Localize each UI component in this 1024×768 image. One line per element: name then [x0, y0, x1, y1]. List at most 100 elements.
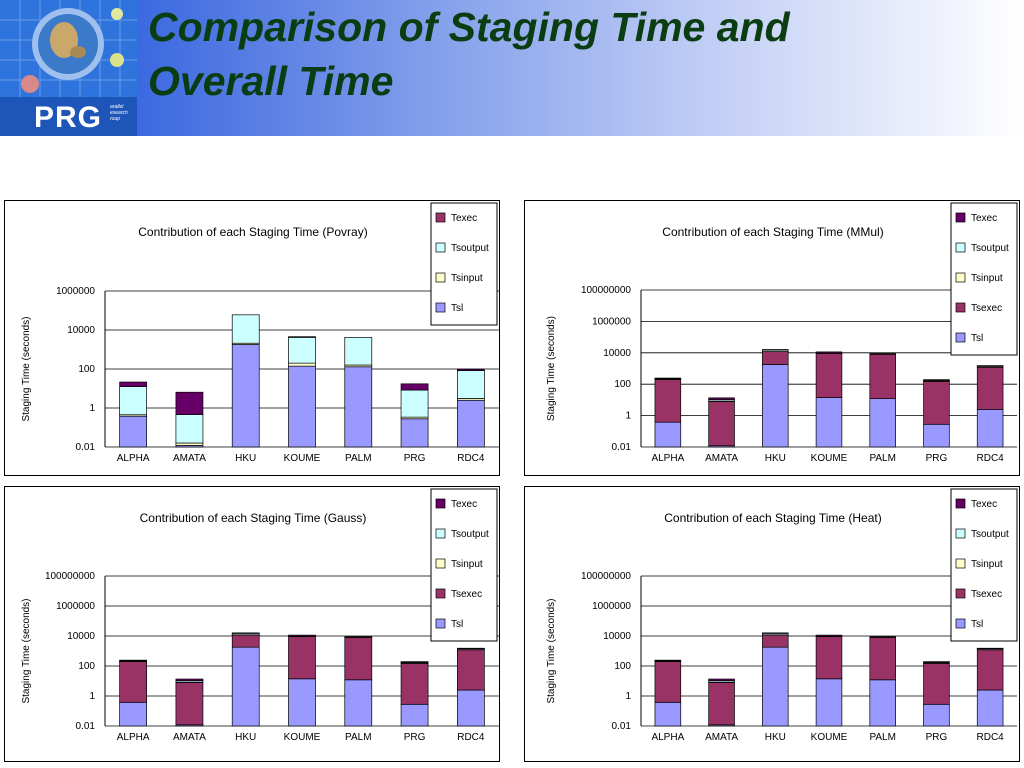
legend-label: Tsoutput — [971, 243, 1009, 254]
bar-segment-tsl — [869, 398, 896, 448]
y-tick-label: 1 — [89, 403, 95, 414]
legend-label: Texec — [451, 499, 477, 510]
y-tick-label: 100 — [78, 364, 95, 375]
bar-segment-tsl — [400, 418, 429, 448]
bar-segment-tsoutput — [231, 314, 260, 344]
legend-label: Tsinput — [451, 273, 483, 284]
bar-segment-tsoutput — [119, 386, 148, 416]
bar-segment-texec — [762, 349, 789, 351]
legend-swatch — [955, 558, 966, 569]
bar-segment-texec — [762, 632, 789, 634]
y-axis-label: Staging Time (seconds) — [546, 316, 557, 421]
bar-segment-tsoutput — [344, 337, 373, 366]
legend-swatch — [435, 588, 446, 599]
legend-label: Texec — [971, 499, 997, 510]
y-tick-label: 100000000 — [581, 285, 631, 296]
bar-segment-tsexec — [654, 379, 682, 423]
bar-segment-texec — [231, 632, 260, 634]
legend-swatch — [435, 212, 446, 223]
bar-segment-tsl — [456, 689, 485, 727]
bar-segment-texec — [708, 397, 735, 400]
y-tick-label: 1 — [89, 691, 95, 702]
bar-segment-tsexec — [708, 401, 735, 447]
x-tick-label: ALPHA — [117, 732, 150, 743]
x-tick-label: RDC4 — [977, 732, 1005, 743]
globe-icon — [0, 0, 137, 136]
x-tick-label: HKU — [235, 453, 256, 464]
legend-label: Texec — [971, 213, 997, 224]
x-tick-label: PALM — [869, 453, 896, 464]
bar-segment-texec — [400, 661, 429, 663]
chart-gauss: Contribution of each Staging Time (Gauss… — [4, 486, 500, 762]
x-tick-label: AMATA — [173, 732, 206, 743]
bar-segment-texec — [654, 659, 682, 662]
legend-label: Texec — [451, 213, 477, 224]
legend-label: Tsl — [451, 303, 463, 314]
legend-swatch — [955, 332, 966, 343]
legend-label: Tsl — [971, 619, 983, 630]
legend-swatch — [955, 272, 966, 283]
bar-segment-tsexec — [762, 634, 789, 648]
bar-segment-tsoutput — [288, 336, 316, 364]
bar-segment-texec — [708, 678, 735, 682]
y-tick-label: 0.01 — [76, 721, 96, 732]
x-tick-label: AMATA — [705, 732, 738, 743]
bar-segment-tsl — [456, 399, 485, 448]
x-tick-label: PRG — [926, 453, 948, 464]
y-tick-label: 0.01 — [612, 721, 632, 732]
legend-swatch — [955, 498, 966, 509]
bar-segment-tsl — [762, 364, 789, 448]
chart-title: Contribution of each Staging Time (Povra… — [138, 225, 367, 239]
y-tick-label: 1000000 — [56, 601, 95, 612]
bar-segment-texec — [815, 634, 843, 637]
legend-swatch — [955, 588, 966, 599]
bar-segment-texec — [923, 661, 950, 663]
chart-svg: Contribution of each Staging Time (Povra… — [21, 202, 499, 464]
bar-segment-tsexec — [815, 636, 843, 680]
bar-segment-tsexec — [815, 353, 843, 398]
x-tick-label: ALPHA — [117, 453, 150, 464]
legend-swatch — [435, 272, 446, 283]
legend-label: Tsinput — [451, 559, 483, 570]
bar-segment-tsl — [288, 365, 316, 448]
chart-title: Contribution of each Staging Time (Gauss… — [140, 511, 367, 525]
bar-segment-tsoutput — [175, 414, 204, 444]
x-tick-label: RDC4 — [457, 732, 485, 743]
y-tick-label: 100 — [614, 661, 631, 672]
bar-segment-texec — [119, 659, 148, 662]
y-tick-label: 0.01 — [612, 442, 632, 453]
y-tick-label: 10000 — [67, 325, 95, 336]
chart-title: Contribution of each Staging Time (Heat) — [664, 511, 881, 525]
legend-label: Tsoutput — [451, 243, 489, 254]
y-tick-label: 1000000 — [592, 601, 631, 612]
bar-segment-texec — [815, 351, 843, 354]
chart-svg: Contribution of each Staging Time (MMul)… — [546, 202, 1018, 464]
legend — [950, 202, 1018, 356]
bar-segment-tsl — [119, 701, 148, 727]
legend-swatch — [955, 302, 966, 313]
bar-segment-tsexec — [400, 662, 429, 705]
x-tick-label: HKU — [235, 732, 256, 743]
x-tick-label: KOUME — [284, 732, 321, 743]
x-tick-label: ALPHA — [651, 453, 684, 464]
chart-svg: Contribution of each Staging Time (Heat)… — [546, 488, 1018, 743]
bar-segment-tsl — [654, 701, 682, 727]
chart-povray: Contribution of each Staging Time (Povra… — [4, 200, 500, 476]
x-tick-label: PRG — [404, 453, 426, 464]
bar-segment-tsexec — [175, 682, 204, 726]
y-tick-label: 1 — [625, 691, 631, 702]
slide-title: Comparison of Staging Time and Overall T… — [148, 0, 1008, 108]
x-tick-label: KOUME — [811, 453, 848, 464]
x-tick-label: KOUME — [284, 453, 321, 464]
bar-segment-tsexec — [976, 366, 1004, 410]
bar-segment-tsexec — [119, 661, 148, 703]
bar-segment-tsexec — [869, 353, 896, 400]
bar-segment-tsexec — [976, 649, 1004, 691]
legend-swatch — [435, 302, 446, 313]
bar-segment-tsl — [815, 397, 843, 448]
bar-segment-texec — [175, 678, 204, 682]
prg-logo: PRG arallel esearch roup — [0, 0, 137, 136]
bar-segment-tsl — [923, 423, 950, 448]
bar-segment-tsexec — [869, 637, 896, 681]
bar-segment-texec — [923, 379, 950, 381]
